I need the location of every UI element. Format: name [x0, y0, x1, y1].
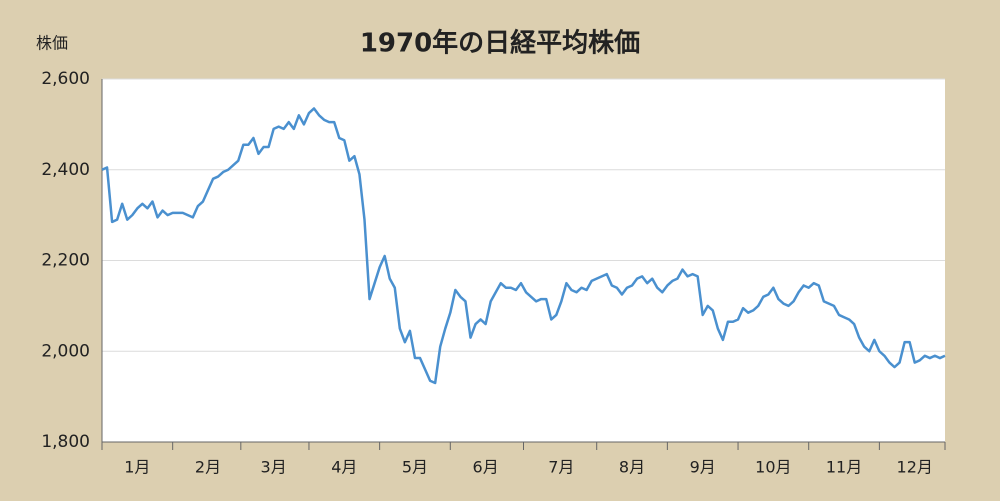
y-tick-label: 2,200: [41, 251, 90, 271]
x-tick-label: 1月: [124, 458, 150, 477]
x-tick-label: 9月: [690, 458, 716, 477]
y-tick-label: 2,400: [41, 160, 90, 180]
x-tick-label: 6月: [473, 458, 499, 477]
x-tick-label: 3月: [261, 458, 287, 477]
x-tick-label: 2月: [195, 458, 221, 477]
x-tick-label: 5月: [402, 458, 428, 477]
chart-title: 1970年の日経平均株価: [360, 28, 640, 59]
y-axis-label: 株価: [36, 34, 68, 53]
x-tick-label: 7月: [548, 458, 574, 477]
x-tick-label: 10月: [755, 458, 791, 477]
y-tick-label: 2,000: [41, 341, 90, 361]
x-tick-label: 12月: [897, 458, 933, 477]
x-tick-label: 11月: [826, 458, 862, 477]
line: [101, 107, 946, 385]
y-tick-label: 1,800: [41, 432, 90, 452]
x-tick-label: 8月: [619, 458, 645, 477]
x-tick-label: 4月: [331, 458, 357, 477]
y-tick-label: 2,600: [41, 69, 90, 89]
